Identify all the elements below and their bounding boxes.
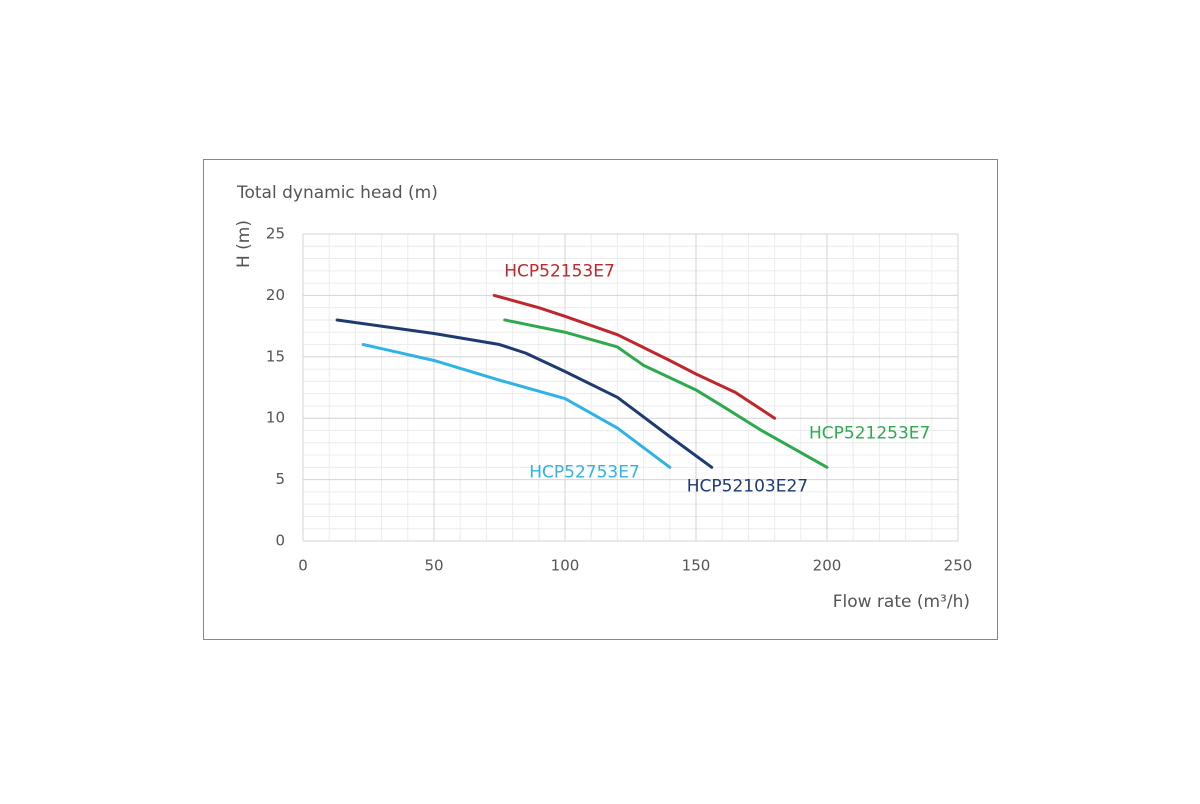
y-tick-label: 10 bbox=[266, 409, 285, 427]
x-tick-label: 250 bbox=[944, 557, 973, 575]
x-tick-label: 0 bbox=[298, 557, 308, 575]
y-tick-label: 20 bbox=[266, 286, 285, 304]
y-tick-label: 0 bbox=[275, 532, 285, 550]
series-label: HCP52753E7 bbox=[529, 462, 640, 482]
x-tick-label: 150 bbox=[682, 557, 711, 575]
y-axis-label: H (m) bbox=[234, 220, 254, 268]
series-label: HCP52153E7 bbox=[504, 261, 615, 281]
series-line bbox=[503, 318, 829, 469]
y-tick-label: 15 bbox=[266, 347, 285, 365]
chart-title: Total dynamic head (m) bbox=[236, 183, 438, 203]
x-tick-label: 50 bbox=[424, 557, 443, 575]
y-tick-label: 5 bbox=[275, 470, 285, 488]
series-line bbox=[335, 318, 714, 469]
x-tick-label: 200 bbox=[813, 557, 842, 575]
series-line bbox=[361, 343, 672, 469]
series-label: HCP521253E7 bbox=[809, 423, 930, 443]
chart-frame bbox=[203, 159, 998, 640]
series-line bbox=[492, 293, 777, 420]
y-tick-label: 25 bbox=[266, 225, 285, 243]
series-label: HCP52103E27 bbox=[687, 476, 808, 496]
x-tick-label: 100 bbox=[551, 557, 580, 575]
x-axis-label: Flow rate (m³/h) bbox=[833, 592, 970, 612]
